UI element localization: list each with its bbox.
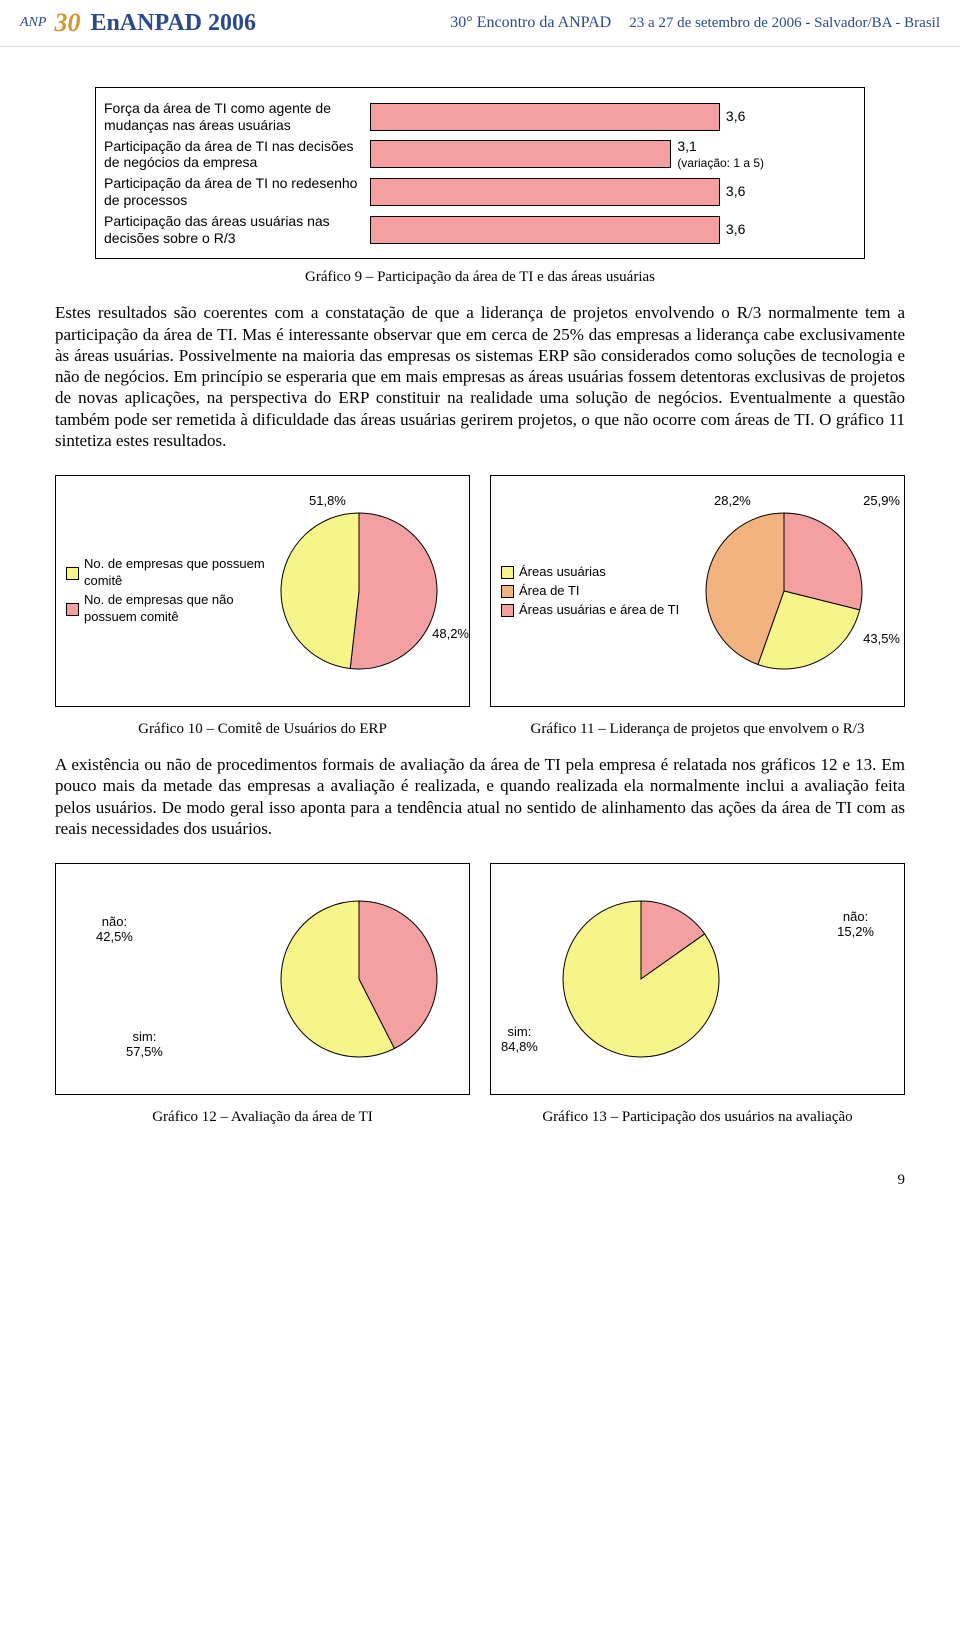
pie-svg: [561, 899, 721, 1059]
caption-grafico-10: Gráfico 10 – Comitê de Usuários do ERP: [55, 721, 470, 738]
legend-item: Áreas usuárias: [501, 564, 704, 581]
bar-chart-9: Força da área de TI como agente de mudan…: [95, 87, 865, 259]
legend-item: No. de empresas que não possuem comitê: [66, 592, 279, 626]
pie-value-label: 28,2%: [714, 493, 751, 508]
bar-value: 3,6: [726, 221, 745, 237]
bar-row: Força da área de TI como agente de mudan…: [104, 100, 856, 134]
paragraph-1: Estes resultados são coerentes com a con…: [55, 302, 905, 451]
pie-value-label: 43,5%: [863, 631, 900, 646]
paragraph-2: A existência ou não de procedimentos for…: [55, 754, 905, 839]
pie-value-label: sim:57,5%: [126, 1029, 163, 1059]
header-logo-text: ANP: [20, 15, 46, 31]
bar-value: 3,6: [726, 108, 745, 124]
bar-track: 3,1(variação: 1 a 5): [370, 140, 856, 168]
bar-value: 3,6: [726, 183, 745, 199]
bar-label: Força da área de TI como agente de mudan…: [104, 100, 370, 134]
header-sub1: 30° Encontro da ANPAD: [450, 14, 611, 32]
bar-track: 3,6: [370, 178, 856, 206]
bar-label: Participação da área de TI nas decisões …: [104, 138, 370, 172]
caption-grafico-9: Gráfico 9 – Participação da área de TI e…: [55, 269, 905, 286]
bar-fill: [370, 178, 720, 206]
pie-chart-10: No. de empresas que possuem comitêNo. de…: [55, 475, 470, 707]
pie-legend: Áreas usuárias Área de TI Áreas usuárias e…: [501, 562, 704, 621]
pie-svg: [279, 899, 439, 1059]
bar-label: Participação da área de TI no redesenho …: [104, 175, 370, 209]
pie-value-label: 25,9%: [863, 493, 900, 508]
bar-fill: [370, 103, 720, 131]
pie-chart-11: Áreas usuárias Área de TI Áreas usuárias e…: [490, 475, 905, 707]
pie-value-label: não:42,5%: [96, 914, 133, 944]
pie-value-label: não:15,2%: [837, 909, 874, 939]
caption-grafico-13: Gráfico 13 – Participação dos usuários n…: [490, 1109, 905, 1126]
legend-item: No. de empresas que possuem comitê: [66, 556, 279, 590]
bar-track: 3,6: [370, 216, 856, 244]
pie-value-label: 51,8%: [309, 493, 346, 508]
header-thirty: 30: [54, 8, 80, 38]
bar-row: Participação da área de TI nas decisões …: [104, 138, 856, 172]
bar-row: Participação das áreas usuárias nas deci…: [104, 213, 856, 247]
header-right: 30° Encontro da ANPAD 23 a 27 de setembr…: [450, 14, 940, 32]
pie-chart-12: não:42,5% sim:57,5%: [55, 863, 470, 1095]
page-number: 9: [55, 1172, 905, 1189]
pie-chart-13: sim:84,8% não:15,2%: [490, 863, 905, 1095]
pie-value-label: sim:84,8%: [501, 1024, 538, 1054]
caption-grafico-12: Gráfico 12 – Avaliação da área de TI: [55, 1109, 470, 1126]
legend-item: Área de TI: [501, 583, 704, 600]
pie-legend: No. de empresas que possuem comitêNo. de…: [66, 554, 279, 628]
bar-label: Participação das áreas usuárias nas deci…: [104, 213, 370, 247]
pie-svg: [704, 511, 864, 671]
header-sub2: 23 a 27 de setembro de 2006 - Salvador/B…: [629, 15, 940, 32]
bar-fill: [370, 216, 720, 244]
page-header: ANP 30 EnANPAD 2006 30° Encontro da ANPA…: [0, 0, 960, 47]
caption-grafico-11: Gráfico 11 – Liderança de projetos que e…: [490, 721, 905, 738]
bar-track: 3,6: [370, 103, 856, 131]
pie-svg: [279, 511, 439, 671]
pie-value-label: 48,2%: [432, 626, 469, 641]
bar-row: Participação da área de TI no redesenho …: [104, 175, 856, 209]
bar-value: 3,1(variação: 1 a 5): [677, 138, 764, 170]
header-title: EnANPAD 2006: [90, 10, 256, 37]
legend-item: Áreas usuárias e área de TI: [501, 602, 704, 619]
bar-fill: [370, 140, 671, 168]
